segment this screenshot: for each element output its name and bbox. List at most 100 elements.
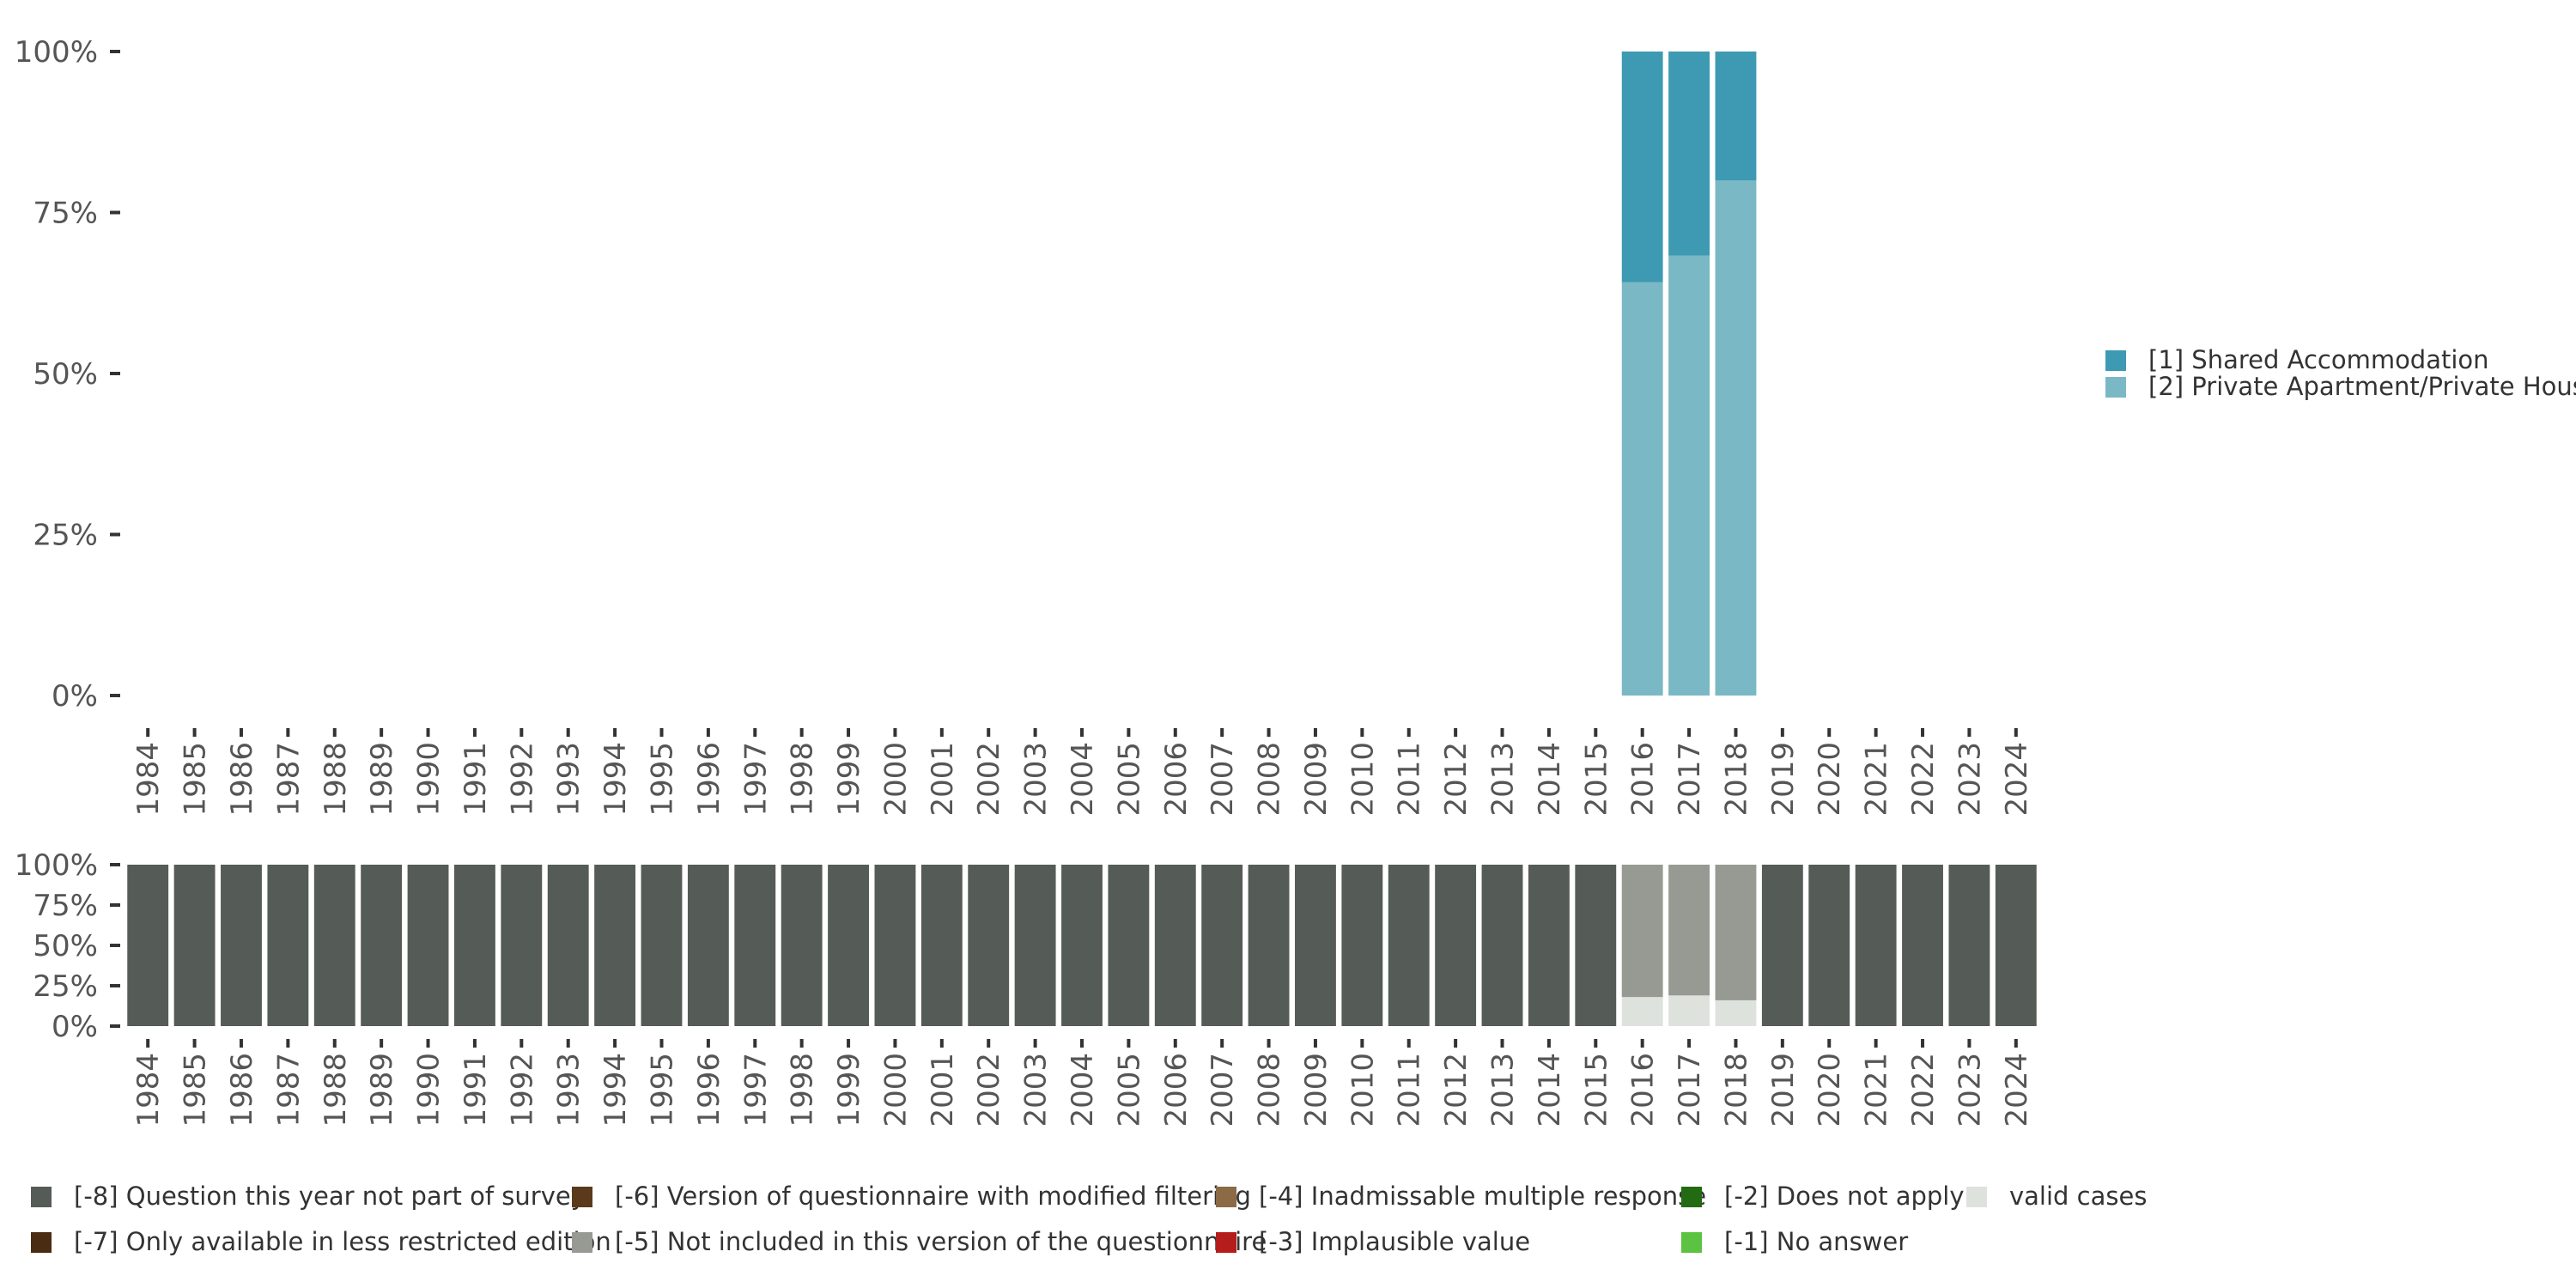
y-tick-label: 0% xyxy=(52,1010,98,1044)
x-tick-label: 2003 xyxy=(1019,742,1054,817)
x-tick-label: 1998 xyxy=(786,742,820,817)
bar-2015-question-not-part-of-survey xyxy=(1575,865,1617,1026)
bar-1995-question-not-part-of-survey xyxy=(641,865,683,1026)
y-tick-label: 100% xyxy=(15,848,98,883)
x-tick-label: 1999 xyxy=(832,742,866,817)
bar-1993-question-not-part-of-survey xyxy=(547,865,589,1026)
x-tick-label: 2004 xyxy=(1066,1053,1100,1127)
bar-1991-question-not-part-of-survey xyxy=(453,865,495,1026)
x-tick-label: 1989 xyxy=(365,742,399,817)
bar-1990-question-not-part-of-survey xyxy=(407,865,449,1026)
x-tick-label: 1995 xyxy=(645,742,679,817)
bar-1997-question-not-part-of-survey xyxy=(734,865,776,1026)
x-tick-label: 2008 xyxy=(1253,742,1287,817)
bar-2016-valid-cases xyxy=(1621,997,1663,1026)
x-tick-label: 2008 xyxy=(1253,1053,1287,1127)
x-tick-label: 2000 xyxy=(878,742,913,817)
x-tick-label: 1987 xyxy=(271,1053,306,1127)
bar-2018--5-not-included-in-this-version-of-the-questionnaire xyxy=(1715,865,1757,1000)
legend-swatch xyxy=(1216,1232,1236,1253)
bar-2014-question-not-part-of-survey xyxy=(1528,865,1570,1026)
bar-2010-question-not-part-of-survey xyxy=(1341,865,1383,1026)
bar-2005-question-not-part-of-survey xyxy=(1108,865,1150,1026)
x-tick-label: 1992 xyxy=(505,1053,539,1127)
x-tick-label: 2023 xyxy=(1953,742,1987,817)
x-tick-label: 2010 xyxy=(1346,1053,1380,1127)
x-tick-label: 2002 xyxy=(972,1053,1006,1127)
bar-2019-question-not-part-of-survey xyxy=(1761,865,1803,1026)
x-tick-label: 2010 xyxy=(1346,742,1380,817)
x-tick-label: 2011 xyxy=(1393,1053,1427,1127)
legend-label: [2] Private Apartment/Private House xyxy=(2148,372,2576,401)
legend-swatch xyxy=(1966,1187,1987,1207)
x-tick-label: 1991 xyxy=(459,1053,493,1127)
legend-label: [-8] Question this year not part of surv… xyxy=(74,1182,586,1211)
bar-2021-question-not-part-of-survey xyxy=(1855,865,1897,1026)
bar-2016--1-shared-accommodation xyxy=(1621,52,1663,283)
x-tick-label: 2011 xyxy=(1393,742,1427,817)
bar-2017-valid-cases xyxy=(1668,995,1710,1026)
bar-2017--2-private-apartment-private-house xyxy=(1668,255,1710,696)
bar-2008-question-not-part-of-survey xyxy=(1248,865,1290,1026)
x-tick-label: 2014 xyxy=(1533,742,1567,817)
main-chart: 0% 25% 50% 75% 100% 1984 1985 1986 1987 1988 1989 1… xyxy=(15,35,2034,817)
x-tick-label: 1995 xyxy=(645,1053,679,1127)
bar-1998-question-not-part-of-survey xyxy=(781,865,823,1026)
x-tick-label: 2016 xyxy=(1626,742,1661,817)
legend-swatch xyxy=(2105,350,2126,371)
x-tick-label: 2007 xyxy=(1206,1053,1240,1127)
y-tick-label: 50% xyxy=(33,357,98,392)
legend-label: [1] Shared Accommodation xyxy=(2148,345,2489,374)
x-tick-label: 2013 xyxy=(1486,1053,1521,1127)
x-tick-label: 2017 xyxy=(1673,742,1707,817)
legend-swatch xyxy=(1216,1187,1236,1207)
bar-2011-question-not-part-of-survey xyxy=(1388,865,1430,1026)
missing-values-chart: 0% 25% 50% 75% 100% 1984 1985 1986 1987 1988 1989 1… xyxy=(15,848,2037,1127)
bar-2023-question-not-part-of-survey xyxy=(1948,865,1990,1026)
x-tick-label: 1997 xyxy=(738,1053,773,1127)
x-tick-label: 2018 xyxy=(1719,742,1753,817)
y-tick-label: 25% xyxy=(33,969,98,1004)
x-tick-label: 1986 xyxy=(225,1053,259,1127)
x-tick-label: 2015 xyxy=(1579,742,1613,817)
legend-swatch xyxy=(31,1232,52,1253)
x-tick-label: 1997 xyxy=(738,742,773,817)
bar-1992-question-not-part-of-survey xyxy=(501,865,543,1026)
legend-label: [-1] No answer xyxy=(1724,1227,1908,1256)
x-tick-label: 2007 xyxy=(1206,742,1240,817)
x-tick-label: 2006 xyxy=(1159,1053,1194,1127)
legend-swatch xyxy=(2105,377,2126,398)
x-tick-label: 1999 xyxy=(832,1053,866,1127)
x-tick-label: 1994 xyxy=(598,1053,633,1127)
bar-2020-question-not-part-of-survey xyxy=(1808,865,1850,1026)
x-tick-label: 2019 xyxy=(1766,1053,1801,1127)
bar-2006-question-not-part-of-survey xyxy=(1154,865,1196,1026)
y-tick-label: 0% xyxy=(52,679,98,714)
bar-2017--5-not-included-in-this-version-of-the-questionnaire xyxy=(1668,865,1710,996)
x-tick-label: 2024 xyxy=(2000,1053,2034,1127)
bar-2007-question-not-part-of-survey xyxy=(1201,865,1243,1026)
legend-label: valid cases xyxy=(2009,1182,2147,1211)
x-tick-label: 2023 xyxy=(1953,1053,1987,1127)
x-tick-label: 2001 xyxy=(926,1053,960,1127)
x-tick-label: 2020 xyxy=(1813,1053,1847,1127)
x-tick-label: 2022 xyxy=(1906,1053,1941,1127)
x-tick-label: 2021 xyxy=(1860,1053,1894,1127)
y-tick-label: 75% xyxy=(33,197,98,231)
x-tick-label: 1991 xyxy=(459,742,493,817)
bar-2018--2-private-apartment-private-house xyxy=(1715,180,1757,696)
x-tick-label: 2021 xyxy=(1860,742,1894,817)
x-tick-label: 2013 xyxy=(1486,742,1521,817)
bar-1984-question-not-part-of-survey xyxy=(127,865,169,1026)
bar-2004-question-not-part-of-survey xyxy=(1061,865,1103,1026)
y-tick-label: 100% xyxy=(15,35,98,70)
legend-label: [-5] Not included in this version of the… xyxy=(615,1227,1267,1256)
bar-2002-question-not-part-of-survey xyxy=(968,865,1010,1026)
missing-values-legend: [-8] Question this year not part of surv… xyxy=(31,1182,2147,1256)
bar-2001-question-not-part-of-survey xyxy=(920,865,963,1026)
x-tick-label: 1984 xyxy=(131,742,166,817)
x-tick-label: 1990 xyxy=(412,742,447,817)
x-tick-label: 2004 xyxy=(1066,742,1100,817)
x-tick-label: 2014 xyxy=(1533,1053,1567,1127)
